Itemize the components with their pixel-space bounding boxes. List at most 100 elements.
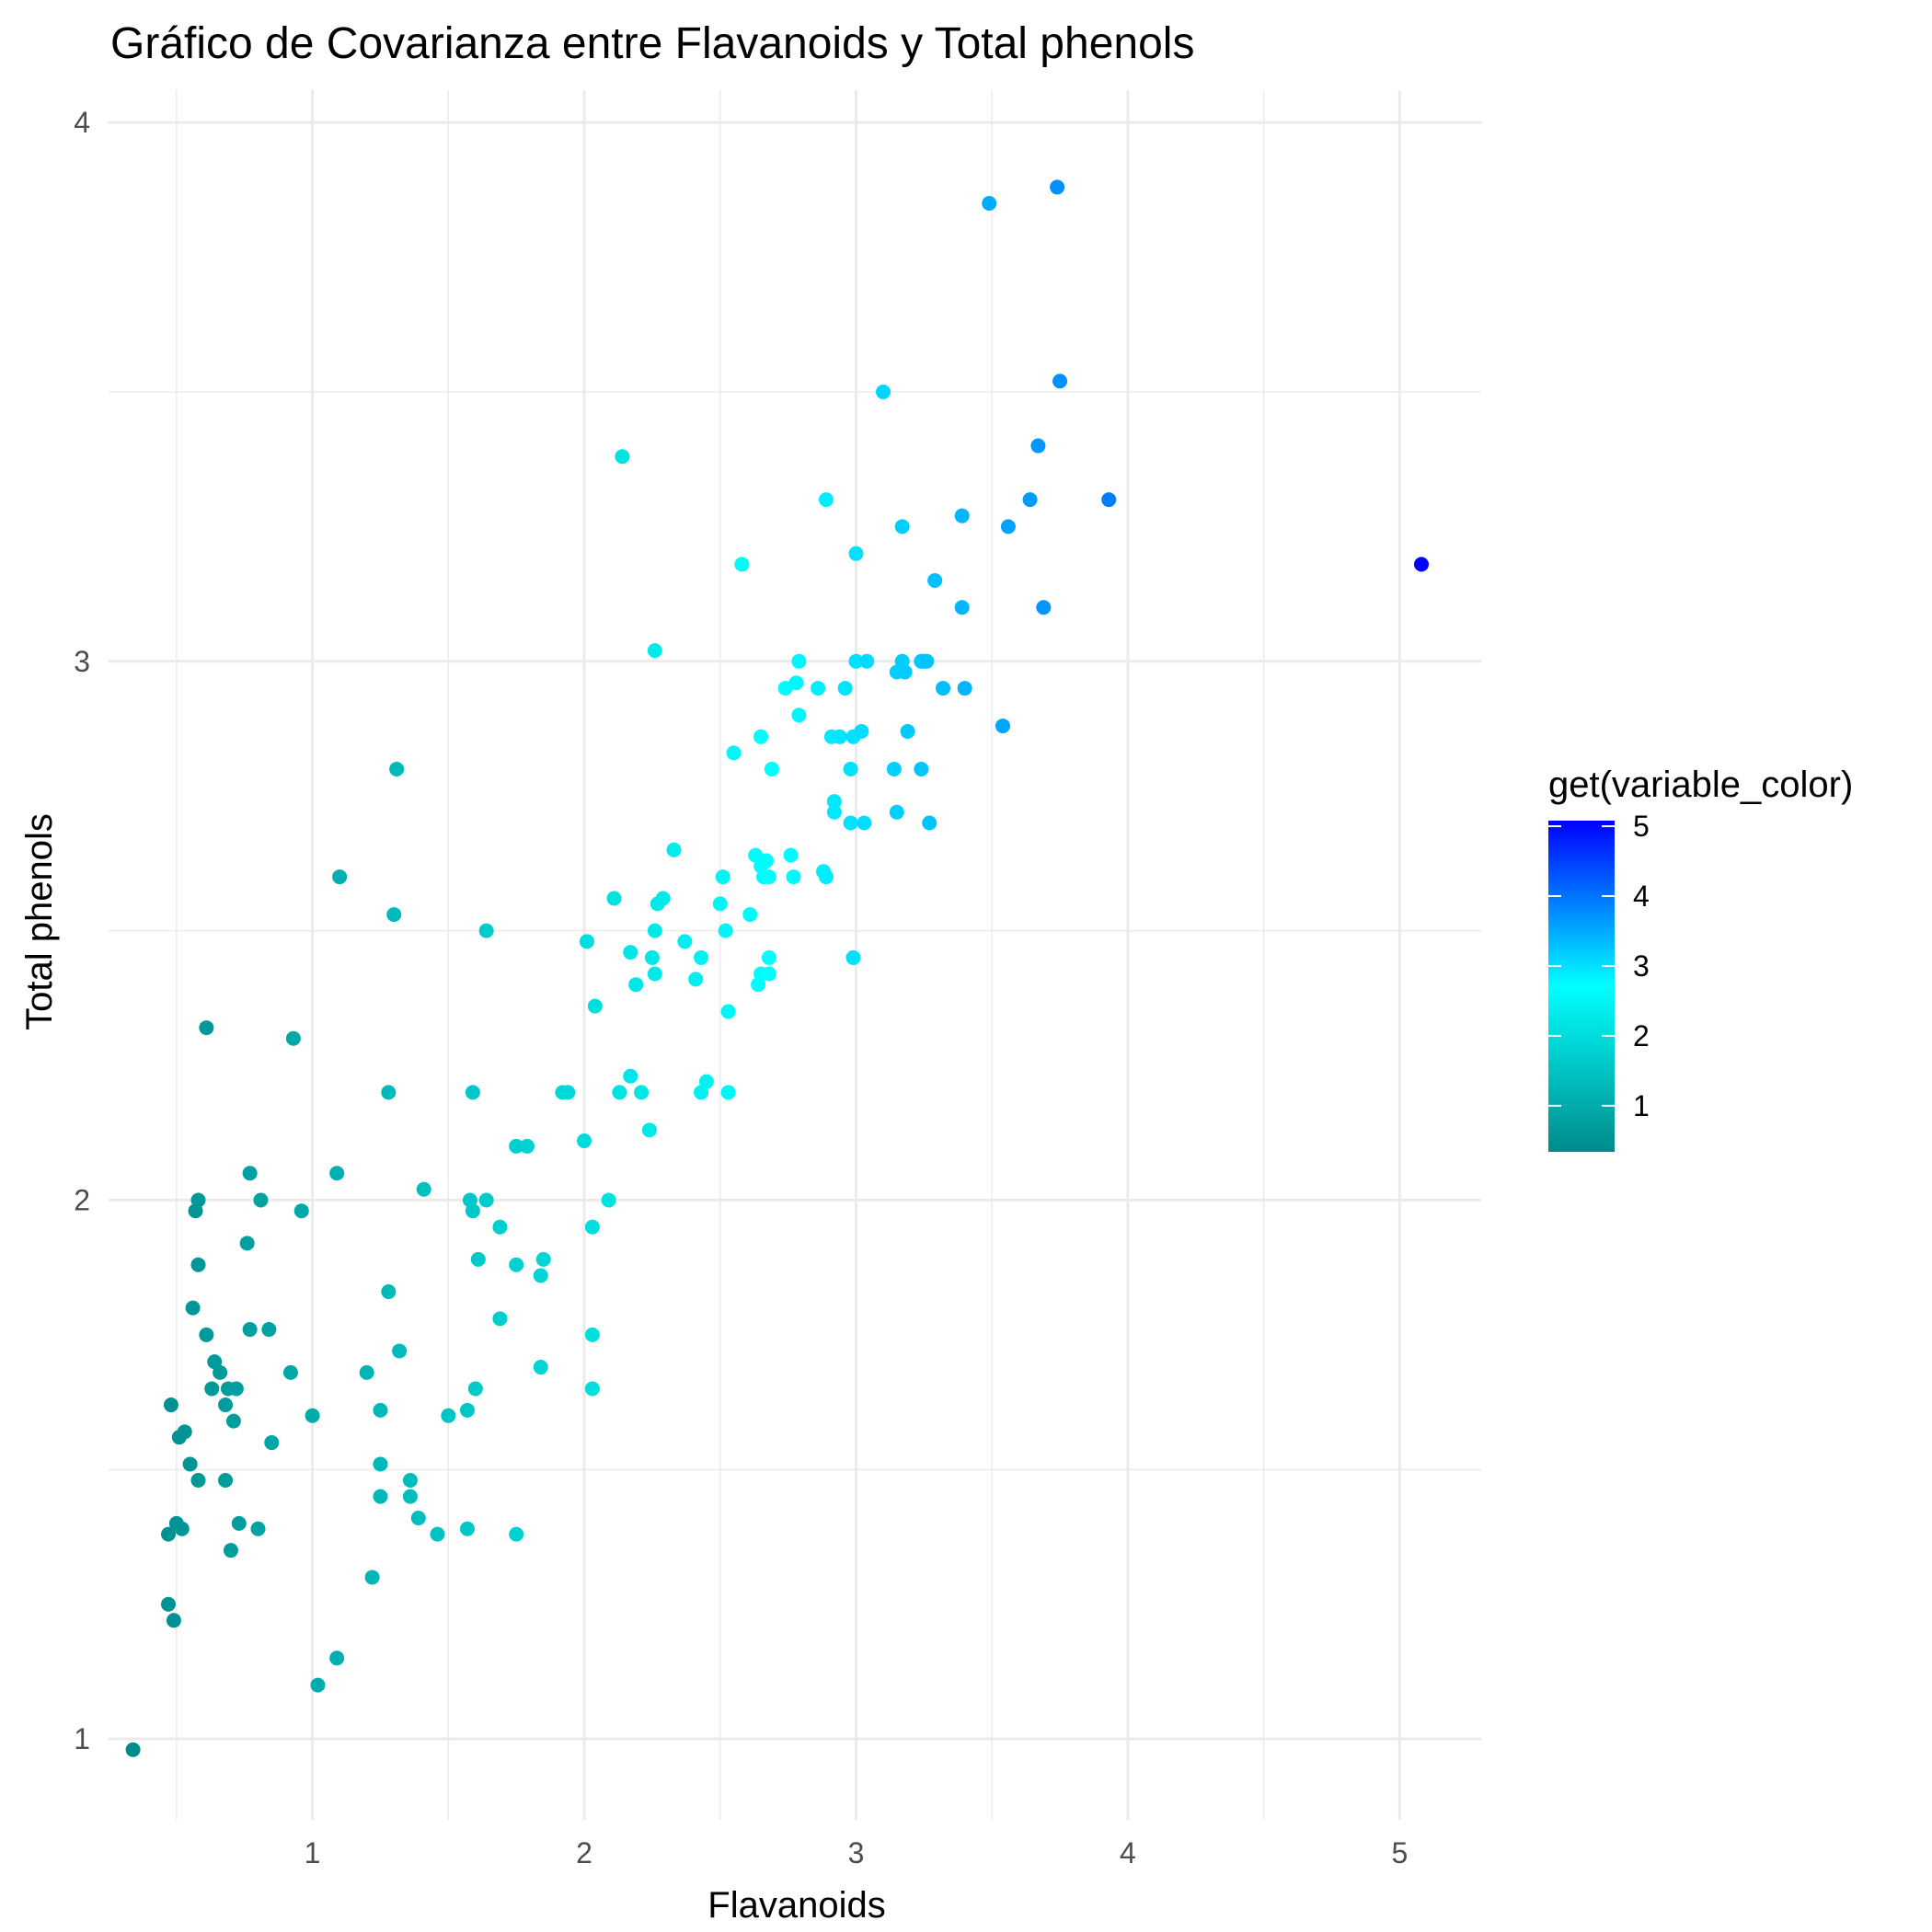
grid xyxy=(109,90,1481,1820)
x-tick-label: 1 xyxy=(305,1836,321,1869)
data-point xyxy=(310,1677,326,1693)
data-point xyxy=(753,729,769,744)
data-point xyxy=(579,934,594,949)
data-point xyxy=(791,707,807,723)
data-point xyxy=(441,1408,456,1423)
data-point xyxy=(190,1192,206,1208)
data-point xyxy=(410,1511,426,1526)
data-point xyxy=(467,1381,483,1397)
data-point xyxy=(160,1596,176,1612)
data-point xyxy=(644,949,660,965)
x-tick-label: 5 xyxy=(1391,1836,1408,1869)
data-point xyxy=(577,1133,592,1149)
data-point xyxy=(519,1138,535,1154)
data-point xyxy=(587,998,603,1014)
data-point xyxy=(465,1203,480,1219)
data-point xyxy=(758,853,774,868)
data-point xyxy=(677,934,693,949)
data-point xyxy=(228,1381,244,1397)
data-point xyxy=(876,384,891,399)
data-point xyxy=(694,949,709,965)
data-point xyxy=(509,1257,524,1272)
legend-title: get(variable_color) xyxy=(1548,765,1853,805)
data-point xyxy=(922,815,937,831)
data-point xyxy=(223,1543,238,1558)
data-point xyxy=(764,761,779,776)
color-legend: get(variable_color) 1 2 3 4 5 xyxy=(1548,765,1853,1152)
data-point xyxy=(174,1521,190,1536)
legend-tick-label: 5 xyxy=(1633,810,1650,843)
data-point xyxy=(982,195,997,211)
data-point xyxy=(761,966,776,982)
data-point xyxy=(1022,492,1038,508)
data-point xyxy=(698,1074,714,1089)
data-point xyxy=(465,1085,480,1100)
data-point xyxy=(1101,492,1117,508)
data-point xyxy=(261,1322,277,1338)
data-point xyxy=(914,761,929,776)
data-point xyxy=(791,653,807,669)
data-point xyxy=(919,653,935,669)
data-point xyxy=(647,643,662,659)
data-point xyxy=(430,1526,445,1542)
data-point xyxy=(492,1219,508,1235)
data-point xyxy=(231,1515,247,1531)
y-tick-label: 3 xyxy=(74,645,90,678)
data-point xyxy=(688,972,704,987)
data-point xyxy=(381,1284,397,1300)
data-point xyxy=(239,1236,255,1251)
data-point xyxy=(634,1085,650,1100)
data-point xyxy=(720,1004,736,1019)
data-point xyxy=(936,681,951,696)
data-point xyxy=(329,1650,345,1666)
data-point xyxy=(761,869,776,885)
data-point xyxy=(285,1030,301,1046)
data-point xyxy=(218,1397,234,1413)
data-point xyxy=(359,1364,374,1380)
data-point xyxy=(364,1570,380,1585)
data-point xyxy=(818,492,834,508)
data-point xyxy=(402,1489,418,1504)
data-point xyxy=(777,681,793,696)
data-point xyxy=(392,1343,408,1359)
data-point xyxy=(381,1085,397,1100)
data-point xyxy=(718,923,733,938)
data-point xyxy=(459,1521,475,1536)
data-point xyxy=(826,804,842,820)
y-tick-label: 2 xyxy=(74,1183,90,1216)
data-point xyxy=(199,1327,214,1342)
data-point xyxy=(957,681,972,696)
data-point xyxy=(837,681,853,696)
y-tick-label: 1 xyxy=(74,1722,90,1755)
data-point xyxy=(712,896,728,912)
data-point xyxy=(282,1364,298,1380)
data-point xyxy=(889,804,904,820)
data-point xyxy=(264,1435,280,1451)
x-tick-label: 3 xyxy=(848,1836,865,1869)
data-point xyxy=(857,815,872,831)
data-point xyxy=(995,719,1011,734)
data-point xyxy=(615,449,630,465)
data-point xyxy=(859,653,875,669)
data-point xyxy=(182,1456,198,1472)
data-point xyxy=(416,1181,431,1197)
data-point xyxy=(826,794,842,810)
x-axis-title: Flavanoids xyxy=(707,1885,885,1926)
data-point xyxy=(832,729,847,744)
data-point xyxy=(1050,179,1065,195)
data-point xyxy=(386,907,402,923)
data-point xyxy=(848,546,864,561)
legend-ticks: 1 2 3 4 5 xyxy=(1548,810,1650,1122)
data-point xyxy=(225,1413,241,1429)
data-point xyxy=(786,869,801,885)
data-point xyxy=(927,572,943,588)
data-point xyxy=(160,1526,176,1542)
data-point xyxy=(843,815,858,831)
data-point xyxy=(533,1360,548,1375)
data-point xyxy=(783,847,799,863)
data-point xyxy=(242,1322,258,1338)
data-point xyxy=(954,508,970,523)
data-point xyxy=(742,907,758,923)
data-point xyxy=(1000,519,1016,535)
